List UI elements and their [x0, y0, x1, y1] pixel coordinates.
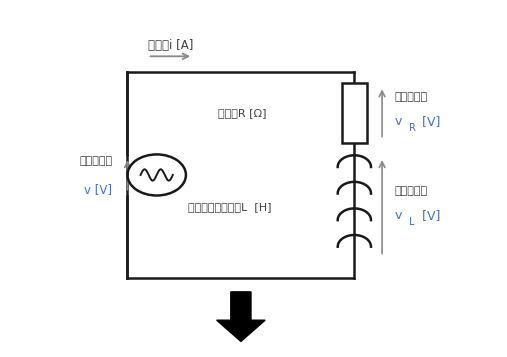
Bar: [342, 83, 367, 143]
Text: v [V]: v [V]: [84, 183, 113, 196]
Text: R: R: [409, 123, 416, 133]
Text: [V]: [V]: [418, 115, 441, 128]
Text: インダクタンス：L  [H]: インダクタンス：L [H]: [188, 202, 271, 212]
Polygon shape: [216, 292, 265, 341]
Text: v: v: [394, 209, 402, 222]
Text: 電流：i [A]: 電流：i [A]: [148, 39, 193, 52]
Text: L: L: [409, 217, 414, 227]
Text: 抵抗：R [Ω]: 抵抗：R [Ω]: [218, 108, 267, 118]
Text: v: v: [394, 115, 402, 128]
Text: 交流電圧：: 交流電圧：: [79, 156, 113, 166]
Text: 電圧降下：: 電圧降下：: [394, 92, 428, 102]
Text: [V]: [V]: [418, 209, 441, 222]
Text: 電圧降下：: 電圧降下：: [394, 186, 428, 196]
